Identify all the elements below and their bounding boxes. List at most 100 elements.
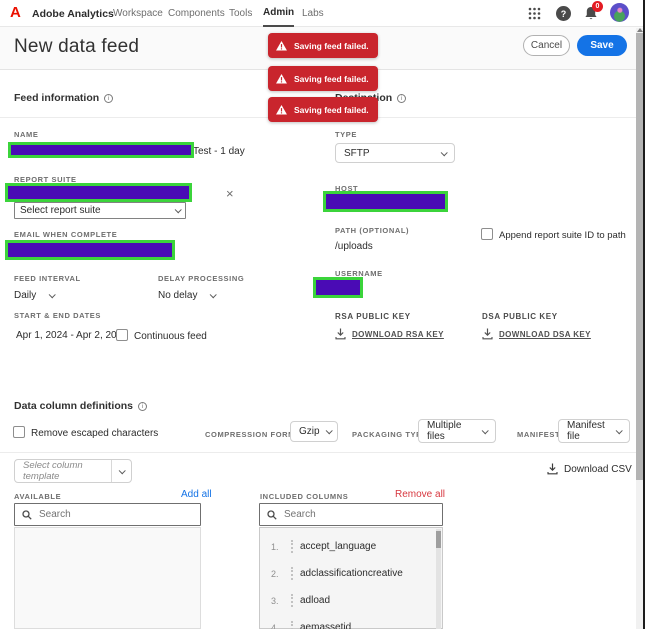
warning-icon bbox=[276, 73, 287, 84]
compression-format-label: COMPRESSION FORMAT bbox=[205, 430, 306, 439]
start-end-dates-label: START & END DATES bbox=[14, 311, 102, 320]
chevron-down-icon bbox=[118, 466, 126, 474]
item-name: adload bbox=[300, 595, 331, 606]
item-name: accept_language bbox=[300, 541, 377, 552]
included-column-row[interactable]: 2. adclassificationcreative bbox=[260, 560, 442, 587]
help-icon[interactable]: ? bbox=[556, 6, 571, 21]
drag-handle-icon[interactable] bbox=[291, 594, 293, 607]
delay-processing-label: DELAY PROCESSING bbox=[158, 274, 245, 283]
included-scrollbar-track[interactable] bbox=[436, 529, 441, 629]
page-title: New data feed bbox=[14, 36, 140, 57]
page-scrollbar-thumb[interactable] bbox=[636, 33, 643, 480]
nav-item-workspace[interactable]: Workspace bbox=[113, 8, 163, 19]
included-scrollbar-thumb[interactable] bbox=[436, 531, 441, 548]
chevron-down-icon bbox=[174, 206, 182, 214]
report-suite-label: REPORT SUITE bbox=[14, 175, 77, 184]
chevron-down-icon bbox=[325, 427, 333, 435]
remove-escaped-characters-label: Remove escaped characters bbox=[31, 428, 159, 439]
item-number: 2. bbox=[271, 568, 279, 579]
download-icon bbox=[547, 463, 558, 475]
info-icon[interactable]: i bbox=[397, 93, 407, 103]
scrollbar-up-arrow-icon[interactable] bbox=[637, 28, 643, 32]
name-input-value[interactable]: Test - 1 day bbox=[193, 146, 245, 157]
continuous-feed-checkbox[interactable] bbox=[116, 329, 128, 341]
available-search-input[interactable] bbox=[37, 504, 198, 525]
nav-item-labs[interactable]: Labs bbox=[302, 8, 324, 19]
dsa-public-key-label: DSA PUBLIC KEY bbox=[482, 312, 558, 321]
chevron-down-icon bbox=[48, 291, 56, 299]
included-column-row[interactable]: 1. accept_language bbox=[260, 533, 442, 560]
path-input-value[interactable]: /uploads bbox=[335, 241, 373, 252]
report-suite-value-redacted[interactable] bbox=[5, 183, 192, 202]
report-suite-select[interactable]: Select report suite bbox=[14, 202, 186, 219]
manifest-label: MANIFEST bbox=[517, 430, 561, 439]
clear-report-suite-icon[interactable]: × bbox=[226, 186, 234, 201]
drag-handle-icon[interactable] bbox=[291, 540, 293, 553]
packaging-type-select[interactable]: Multiple files bbox=[418, 419, 496, 443]
email-label: EMAIL WHEN COMPLETE bbox=[14, 230, 118, 239]
included-search bbox=[259, 503, 443, 526]
host-input-redacted[interactable] bbox=[323, 191, 448, 212]
adobe-logo-icon[interactable]: A bbox=[10, 4, 21, 21]
feed-interval-select[interactable]: Daily bbox=[14, 290, 56, 301]
compression-format-select[interactable]: Gzip bbox=[290, 421, 338, 442]
apps-grid-icon[interactable] bbox=[528, 7, 541, 20]
included-search-input[interactable] bbox=[282, 504, 440, 525]
error-toast[interactable]: Saving feed failed. bbox=[268, 33, 378, 58]
username-input-redacted[interactable] bbox=[313, 277, 363, 298]
notification-badge: 0 bbox=[592, 1, 603, 12]
drag-handle-icon[interactable] bbox=[291, 621, 293, 629]
info-icon[interactable]: i bbox=[104, 93, 114, 103]
path-label: PATH (OPTIONAL) bbox=[335, 226, 410, 235]
drag-handle-icon[interactable] bbox=[291, 567, 293, 580]
item-number: 1. bbox=[271, 541, 279, 552]
save-button[interactable]: Save bbox=[577, 35, 627, 56]
email-input-redacted[interactable] bbox=[5, 240, 175, 260]
delay-processing-select[interactable]: No delay bbox=[158, 290, 218, 301]
error-toast[interactable]: Saving feed failed. bbox=[268, 66, 378, 91]
nav-item-tools[interactable]: Tools bbox=[229, 8, 253, 19]
error-toast[interactable]: Saving feed failed. bbox=[268, 97, 378, 122]
chevron-down-icon bbox=[481, 426, 489, 434]
brand-title: Adobe Analytics bbox=[32, 8, 114, 20]
packaging-type-label: PACKAGING TYPE bbox=[352, 430, 428, 439]
included-columns-panel: 1. accept_language 2. adclassificationcr… bbox=[259, 527, 443, 629]
info-icon[interactable]: i bbox=[138, 401, 148, 411]
start-end-dates-value[interactable]: Apr 1, 2024 - Apr 2, 2024 bbox=[16, 330, 128, 341]
download-dsa-key-link[interactable]: DOWNLOAD DSA KEY bbox=[482, 328, 591, 340]
type-select[interactable]: SFTP bbox=[335, 143, 455, 163]
included-column-row[interactable]: 3. adload bbox=[260, 587, 442, 614]
included-columns-label: INCLUDED COLUMNS bbox=[260, 492, 349, 501]
remove-all-link[interactable]: Remove all bbox=[395, 489, 446, 500]
user-avatar[interactable] bbox=[610, 3, 629, 22]
append-report-suite-id-label: Append report suite ID to path bbox=[499, 230, 626, 241]
toast-message: Saving feed failed. bbox=[294, 104, 369, 115]
cancel-button[interactable]: Cancel bbox=[523, 35, 570, 56]
column-template-select[interactable]: Select column template bbox=[14, 459, 132, 483]
download-icon bbox=[482, 328, 493, 340]
manifest-select[interactable]: Manifest file bbox=[558, 419, 630, 443]
download-icon bbox=[335, 328, 346, 340]
top-nav: A Adobe Analytics Workspace Components T… bbox=[0, 0, 645, 27]
remove-escaped-characters-checkbox[interactable] bbox=[13, 426, 25, 438]
toast-message: Saving feed failed. bbox=[294, 40, 369, 51]
append-report-suite-id-checkbox[interactable] bbox=[481, 228, 493, 240]
window-right-edge bbox=[643, 0, 645, 629]
item-number: 3. bbox=[271, 595, 279, 606]
search-icon bbox=[22, 510, 32, 520]
username-label: USERNAME bbox=[335, 269, 383, 278]
download-rsa-key-link[interactable]: DOWNLOAD RSA KEY bbox=[335, 328, 444, 340]
host-label: HOST bbox=[335, 184, 359, 193]
data-column-definitions-heading: Data column definitions i bbox=[14, 400, 148, 412]
continuous-feed-label: Continuous feed bbox=[134, 331, 207, 342]
available-search bbox=[14, 503, 201, 526]
available-label: AVAILABLE bbox=[14, 492, 62, 501]
available-columns-panel[interactable] bbox=[14, 527, 201, 629]
included-column-row[interactable]: 4. aemassetid bbox=[260, 614, 442, 629]
search-icon bbox=[267, 510, 277, 520]
download-csv-button[interactable]: Download CSV bbox=[547, 463, 632, 475]
add-all-link[interactable]: Add all bbox=[181, 489, 212, 500]
nav-item-admin[interactable]: Admin bbox=[263, 0, 295, 27]
name-input-redacted[interactable] bbox=[8, 142, 194, 158]
nav-item-components[interactable]: Components bbox=[168, 8, 225, 19]
